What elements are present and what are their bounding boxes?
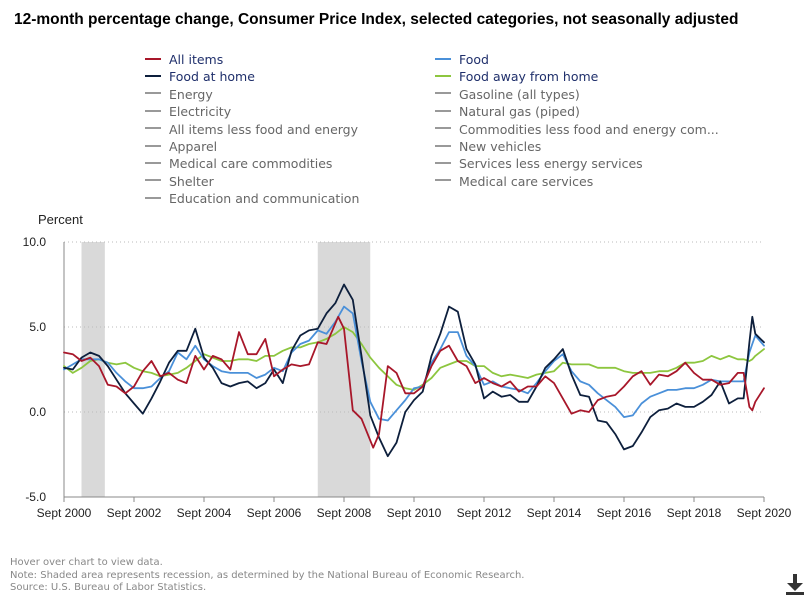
line-chart[interactable]: -5.0 0.0 5.0 10.0 Sept 2000 Sept 2002 Sept 200… [0,0,810,550]
legend-item[interactable]: Shelter [145,174,214,189]
legend-item[interactable]: All items less food and energy [145,122,358,137]
legend-item[interactable]: New vehicles [435,139,541,154]
x-tick-label: Sept 2014 [527,506,582,520]
legend-swatch [145,109,161,112]
legend-item[interactable]: Natural gas (piped) [435,104,580,119]
x-tick-label: Sept 2002 [107,506,162,520]
legend-item[interactable]: Energy [145,87,213,102]
footnotes: Hover over chart to view data. Note: Sha… [10,557,524,595]
recession-band [81,242,105,497]
legend-label: Gasoline (all types) [459,86,580,102]
x-tick-label: Sept 2012 [457,506,512,520]
source-note: Source: U.S. Bureau of Labor Statistics. [10,582,207,593]
x-tick-label: Sept 2020 [737,506,792,520]
legend-item[interactable]: Gasoline (all types) [435,87,580,102]
legend-label: Food [459,52,489,67]
legend-swatch [435,144,451,147]
legend-label: Services less energy services [459,156,643,172]
legend-swatch [435,109,451,112]
legend-swatch [145,92,161,95]
legend-swatch [435,74,451,77]
legend-label: Medical care commodities [169,156,333,172]
legend-label: Apparel [169,139,218,154]
hover-hint: Hover over chart to view data. [10,557,163,568]
legend-swatch [145,179,161,182]
legend-item[interactable]: Services less energy services [435,156,643,171]
series-line[interactable] [63,315,765,449]
legend-item[interactable]: Medical care services [435,174,593,189]
x-tick-label: Sept 2000 [37,506,92,520]
legend-item[interactable]: All items [145,52,223,67]
legend-label: Education and communication [169,191,360,207]
legend-swatch [145,57,161,60]
legend-item[interactable]: Electricity [145,104,231,119]
y-tick-label: 5.0 [29,320,46,334]
legend-item[interactable]: Apparel [145,139,217,154]
recession-band [317,242,371,497]
legend-swatch [435,92,451,95]
y-tick-label: -5.0 [25,490,46,504]
legend-item[interactable]: Medical care commodities [145,156,332,171]
x-tick-label: Sept 2010 [387,506,442,520]
legend-label: Shelter [169,173,214,189]
legend-label: Food away from home [459,69,599,85]
legend-label: Commodities less food and energy com... [459,121,719,137]
legend-label: Medical care services [459,173,594,189]
legend-label: New vehicles [459,139,542,154]
legend-label: Electricity [169,104,232,120]
legend-swatch [145,127,161,130]
chart-title: 12-month percentage change, Consumer Pri… [14,11,739,28]
legend-swatch [435,179,451,182]
x-tick-label: Sept 2008 [317,506,372,520]
x-tick-label: Sept 2006 [247,506,302,520]
download-icon[interactable] [784,572,806,596]
legend-label: All items [169,52,224,67]
legend-swatch [145,161,161,164]
legend-label: Food at home [169,69,255,85]
legend-swatch [435,161,451,164]
y-axis-label: Percent [38,212,83,227]
legend-item[interactable]: Education and communication [145,191,359,206]
recession-note: Note: Shaded area represents recession, … [10,569,525,581]
legend-label: Natural gas (piped) [459,104,580,120]
legend-swatch [435,127,451,130]
y-tick-label: 0.0 [29,405,46,419]
legend-item[interactable]: Food [435,52,489,67]
legend-label: All items less food and energy [169,121,359,137]
y-tick-label: 10.0 [23,235,47,249]
legend-item[interactable]: Food away from home [435,69,598,84]
x-tick-label: Sept 2004 [177,506,232,520]
legend-swatch [145,74,161,77]
legend-item[interactable]: Commodities less food and energy com... [435,122,719,137]
legend-swatch [435,57,451,60]
legend-label: Energy [169,86,213,102]
series-line[interactable] [63,283,765,458]
x-tick-label: Sept 2016 [597,506,652,520]
x-tick-label: Sept 2018 [667,506,722,520]
legend-item[interactable]: Food at home [145,69,255,84]
legend-swatch [145,144,161,147]
series-line[interactable] [63,326,765,391]
legend-swatch [145,196,161,199]
